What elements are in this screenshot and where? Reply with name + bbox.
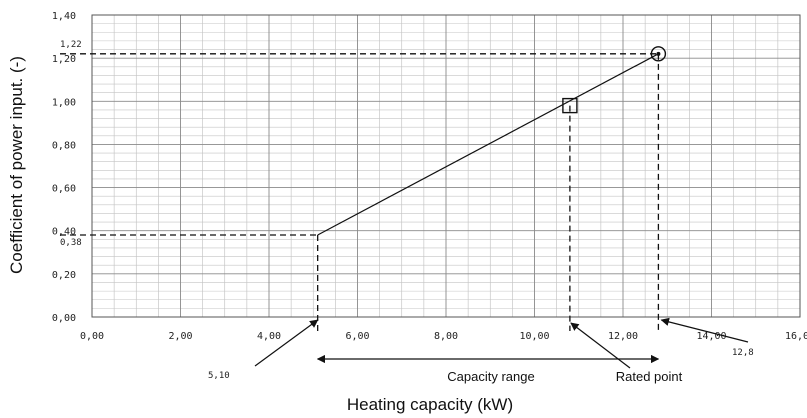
y-tick-label: 0,20 <box>52 270 76 281</box>
x-tick-label: 4,00 <box>257 331 281 342</box>
x-tick-label: 12,00 <box>608 331 638 342</box>
annotation-x-high: 12,8 <box>732 348 754 358</box>
y-tick-label: 0,80 <box>52 140 76 151</box>
x-tick-labels: 0,00 2,00 4,00 6,00 8,00 10,00 12,00 14,00 16,00 <box>80 331 807 342</box>
arrow-x-low <box>254 319 319 367</box>
arrow-x-high <box>660 317 749 343</box>
y-axis-title: Coefficient of power input. (-) <box>7 56 26 274</box>
annotation-y-low: 0,38 <box>60 238 82 248</box>
x-tick-label: 10,00 <box>519 331 549 342</box>
x-tick-label: 0,00 <box>80 331 104 342</box>
y-tick-labels: 0,00 0,20 0,40 0,60 0,80 1,00 1,20 1,40 <box>52 11 76 324</box>
x-tick-label: 8,00 <box>434 331 458 342</box>
x-tick-label: 16,00 <box>785 331 807 342</box>
x-tick-label: 2,00 <box>168 331 192 342</box>
rated-point-label: Rated point <box>616 369 683 384</box>
plot-frame <box>91 14 801 318</box>
annotation-y-high: 1,22 <box>60 40 82 50</box>
y-tick-label: 1,40 <box>52 11 76 22</box>
series-line <box>317 53 659 236</box>
markers <box>562 46 667 114</box>
capacity-range-label: Capacity range <box>447 369 534 384</box>
series <box>317 53 659 236</box>
max-point-dot <box>656 51 661 56</box>
y-tick-label: 0,40 <box>52 227 76 238</box>
x-tick-label: 14,00 <box>696 331 726 342</box>
grid-major <box>92 15 800 317</box>
y-tick-label: 1,00 <box>52 97 76 108</box>
annotation-arrows <box>254 317 749 369</box>
arrow-rated-point <box>570 322 631 369</box>
annotation-x-low: 5,10 <box>208 371 230 381</box>
y-tick-label: 0,60 <box>52 184 76 195</box>
y-tick-label: 0,00 <box>52 313 76 324</box>
x-tick-label: 6,00 <box>345 331 369 342</box>
reference-lines <box>60 53 660 331</box>
max-point-marker <box>650 46 667 62</box>
y-tick-label: 1,20 <box>52 54 76 65</box>
x-axis-title: Heating capacity (kW) <box>347 395 513 414</box>
rated-point-marker <box>562 97 578 114</box>
